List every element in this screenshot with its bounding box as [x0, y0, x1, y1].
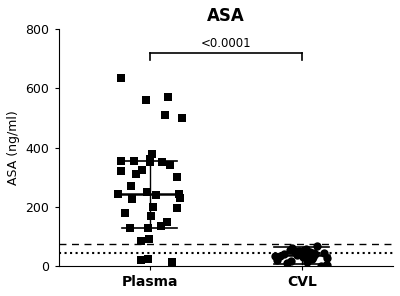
Point — [163, 219, 170, 224]
Point — [138, 239, 144, 243]
Point — [294, 252, 301, 257]
Point — [304, 259, 310, 264]
Point — [158, 160, 165, 165]
Point — [309, 255, 316, 260]
Point — [307, 250, 314, 254]
Point — [178, 116, 185, 120]
Point — [281, 251, 288, 256]
Point — [312, 252, 318, 256]
Point — [300, 254, 306, 259]
Point — [286, 247, 293, 252]
Text: <0.0001: <0.0001 — [200, 37, 251, 50]
Point — [306, 252, 312, 257]
Point — [162, 113, 168, 118]
Point — [145, 256, 152, 261]
Point — [118, 169, 124, 174]
Point — [131, 159, 138, 163]
Point — [167, 163, 173, 168]
Point — [294, 251, 300, 255]
Point — [296, 248, 302, 253]
Y-axis label: ASA (ng/ml): ASA (ng/ml) — [7, 110, 20, 185]
Point — [158, 224, 164, 229]
Point — [149, 151, 156, 156]
Point — [118, 76, 125, 81]
Point — [318, 263, 324, 268]
Point — [324, 262, 330, 267]
Point — [165, 95, 172, 100]
Point — [174, 175, 180, 180]
Point — [132, 172, 139, 177]
Point — [321, 251, 327, 256]
Point — [271, 253, 278, 258]
Point — [142, 98, 149, 103]
Point — [311, 250, 317, 255]
Point — [143, 190, 150, 194]
Point — [127, 225, 133, 230]
Point — [146, 237, 152, 242]
Point — [174, 206, 180, 211]
Point — [300, 253, 306, 258]
Point — [115, 191, 121, 196]
Point — [276, 254, 283, 258]
Point — [147, 157, 153, 162]
Point — [274, 257, 280, 262]
Point — [127, 184, 134, 189]
Point — [146, 160, 153, 165]
Point — [288, 258, 294, 263]
Point — [138, 258, 144, 263]
Point — [169, 259, 176, 264]
Point — [288, 245, 295, 250]
Point — [309, 256, 315, 261]
Point — [176, 191, 182, 196]
Point — [313, 244, 320, 248]
Point — [296, 250, 303, 255]
Point — [310, 254, 316, 259]
Point — [284, 261, 290, 266]
Point — [122, 210, 128, 215]
Point — [144, 225, 151, 230]
Point — [292, 250, 298, 255]
Point — [294, 253, 300, 258]
Point — [128, 197, 135, 202]
Point — [150, 205, 156, 209]
Point — [324, 255, 330, 260]
Point — [290, 249, 297, 254]
Point — [323, 263, 329, 268]
Point — [153, 193, 160, 197]
Title: ASA: ASA — [207, 7, 245, 25]
Point — [138, 168, 145, 172]
Point — [302, 247, 309, 251]
Point — [294, 252, 301, 257]
Point — [148, 213, 154, 218]
Point — [118, 159, 124, 163]
Point — [177, 196, 183, 200]
